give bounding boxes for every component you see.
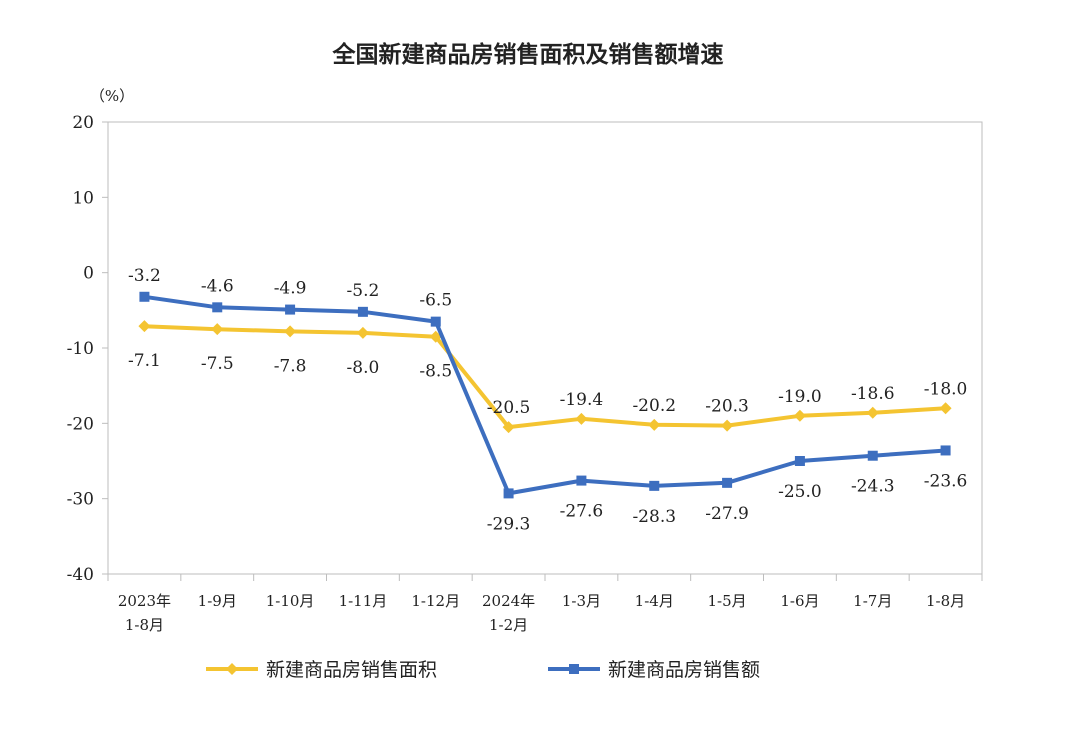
- data-point: [430, 316, 441, 327]
- x-tick-label: 2024年: [482, 592, 535, 610]
- y-tick-label: 0: [83, 264, 94, 284]
- data-point: [793, 409, 806, 422]
- data-label: -20.5: [487, 398, 531, 418]
- data-label: -25.0: [778, 482, 822, 502]
- data-labels: -7.1 -7.5 -7.8 -8.0 -8.5 -20.5 -19.4 -20.2 -20.3…: [128, 266, 967, 535]
- data-point: [794, 456, 805, 466]
- x-tick-label: 1-11月: [339, 592, 388, 610]
- x-tick-label: 1-6月: [780, 592, 819, 610]
- data-label: -8.0: [347, 358, 380, 378]
- series-line-amount: [144, 294, 946, 496]
- data-point: [575, 412, 588, 425]
- data-label: -28.3: [632, 507, 676, 527]
- data-label: -7.8: [274, 356, 307, 376]
- data-point: [284, 325, 297, 338]
- data-label: -7.5: [201, 354, 234, 374]
- legend-label: 新建商品房销售额: [608, 659, 760, 681]
- data-point: [576, 475, 587, 486]
- y-tick-label: -10: [67, 339, 94, 359]
- data-label: -6.5: [419, 291, 452, 311]
- x-tick-label: 1-2月: [489, 616, 528, 634]
- x-tick-label: 1-4月: [635, 592, 674, 610]
- data-point: [429, 330, 442, 343]
- data-point: [139, 291, 150, 302]
- x-tick-label: 1-12月: [411, 592, 460, 610]
- data-point: [721, 419, 734, 432]
- data-label: -4.9: [274, 279, 307, 299]
- x-tick-label: 1-9月: [198, 592, 237, 610]
- y-axis-unit: （%）: [90, 87, 134, 105]
- data-label: -20.3: [705, 397, 749, 417]
- data-point: [722, 477, 733, 488]
- data-point: [866, 406, 879, 419]
- data-point: [939, 402, 952, 415]
- x-tick-label: 2023年: [118, 592, 171, 610]
- data-label: -4.6: [201, 276, 234, 296]
- x-tick-label: 1-8月: [926, 592, 965, 610]
- data-label: -18.0: [924, 379, 968, 399]
- data-label: -7.1: [128, 351, 161, 371]
- data-label: -3.2: [128, 266, 161, 286]
- data-point: [357, 306, 368, 317]
- x-tick-label: 1-8月: [125, 616, 164, 634]
- data-label: -19.0: [778, 387, 822, 407]
- data-point: [212, 302, 223, 313]
- legend-marker: [226, 663, 238, 675]
- x-tick-label: 1-5月: [708, 592, 747, 610]
- data-label: -23.6: [924, 471, 968, 491]
- y-tick-label: 10: [72, 188, 94, 208]
- chart-title: 全国新建商品房销售面积及销售额增速: [332, 41, 724, 68]
- series-layer: [138, 291, 952, 499]
- data-label: -27.6: [560, 502, 604, 522]
- data-point: [648, 418, 661, 431]
- data-label: -24.3: [851, 477, 895, 497]
- data-point: [649, 480, 660, 491]
- y-tick-label: -30: [67, 490, 94, 510]
- x-tick-label: 1-3月: [562, 592, 601, 610]
- data-label: -18.6: [851, 384, 895, 404]
- data-point: [940, 445, 951, 456]
- data-label: -29.3: [487, 514, 531, 534]
- data-point: [138, 320, 151, 333]
- legend-marker: [569, 664, 579, 674]
- data-label: -5.2: [347, 281, 380, 301]
- plot-area: [107, 121, 983, 575]
- data-label: -20.2: [632, 396, 676, 416]
- data-point: [503, 488, 514, 499]
- legend: 新建商品房销售面积 新建商品房销售额: [206, 659, 760, 681]
- data-point: [502, 421, 515, 434]
- data-point: [285, 304, 296, 315]
- y-axis: 20 10 0 -10 -20 -30 -40: [67, 113, 108, 585]
- x-tick-label: 1-10月: [266, 592, 315, 610]
- legend-label: 新建商品房销售面积: [266, 659, 437, 681]
- y-tick-label: -20: [67, 414, 94, 434]
- data-point: [867, 450, 878, 461]
- y-tick-label: -40: [67, 565, 94, 585]
- x-tick-label: 1-7月: [853, 592, 892, 610]
- x-axis: 2023年 1-8月 1-9月 1-10月 1-11月 1-12月 2024年 1-2月 1-3…: [107, 574, 983, 634]
- data-label: -19.4: [560, 390, 604, 410]
- data-label: -27.9: [705, 504, 749, 524]
- data-label: -8.5: [419, 362, 452, 382]
- data-point: [356, 326, 369, 339]
- y-tick-label: 20: [72, 113, 94, 133]
- data-point: [211, 323, 224, 336]
- series-line-area: [144, 324, 946, 430]
